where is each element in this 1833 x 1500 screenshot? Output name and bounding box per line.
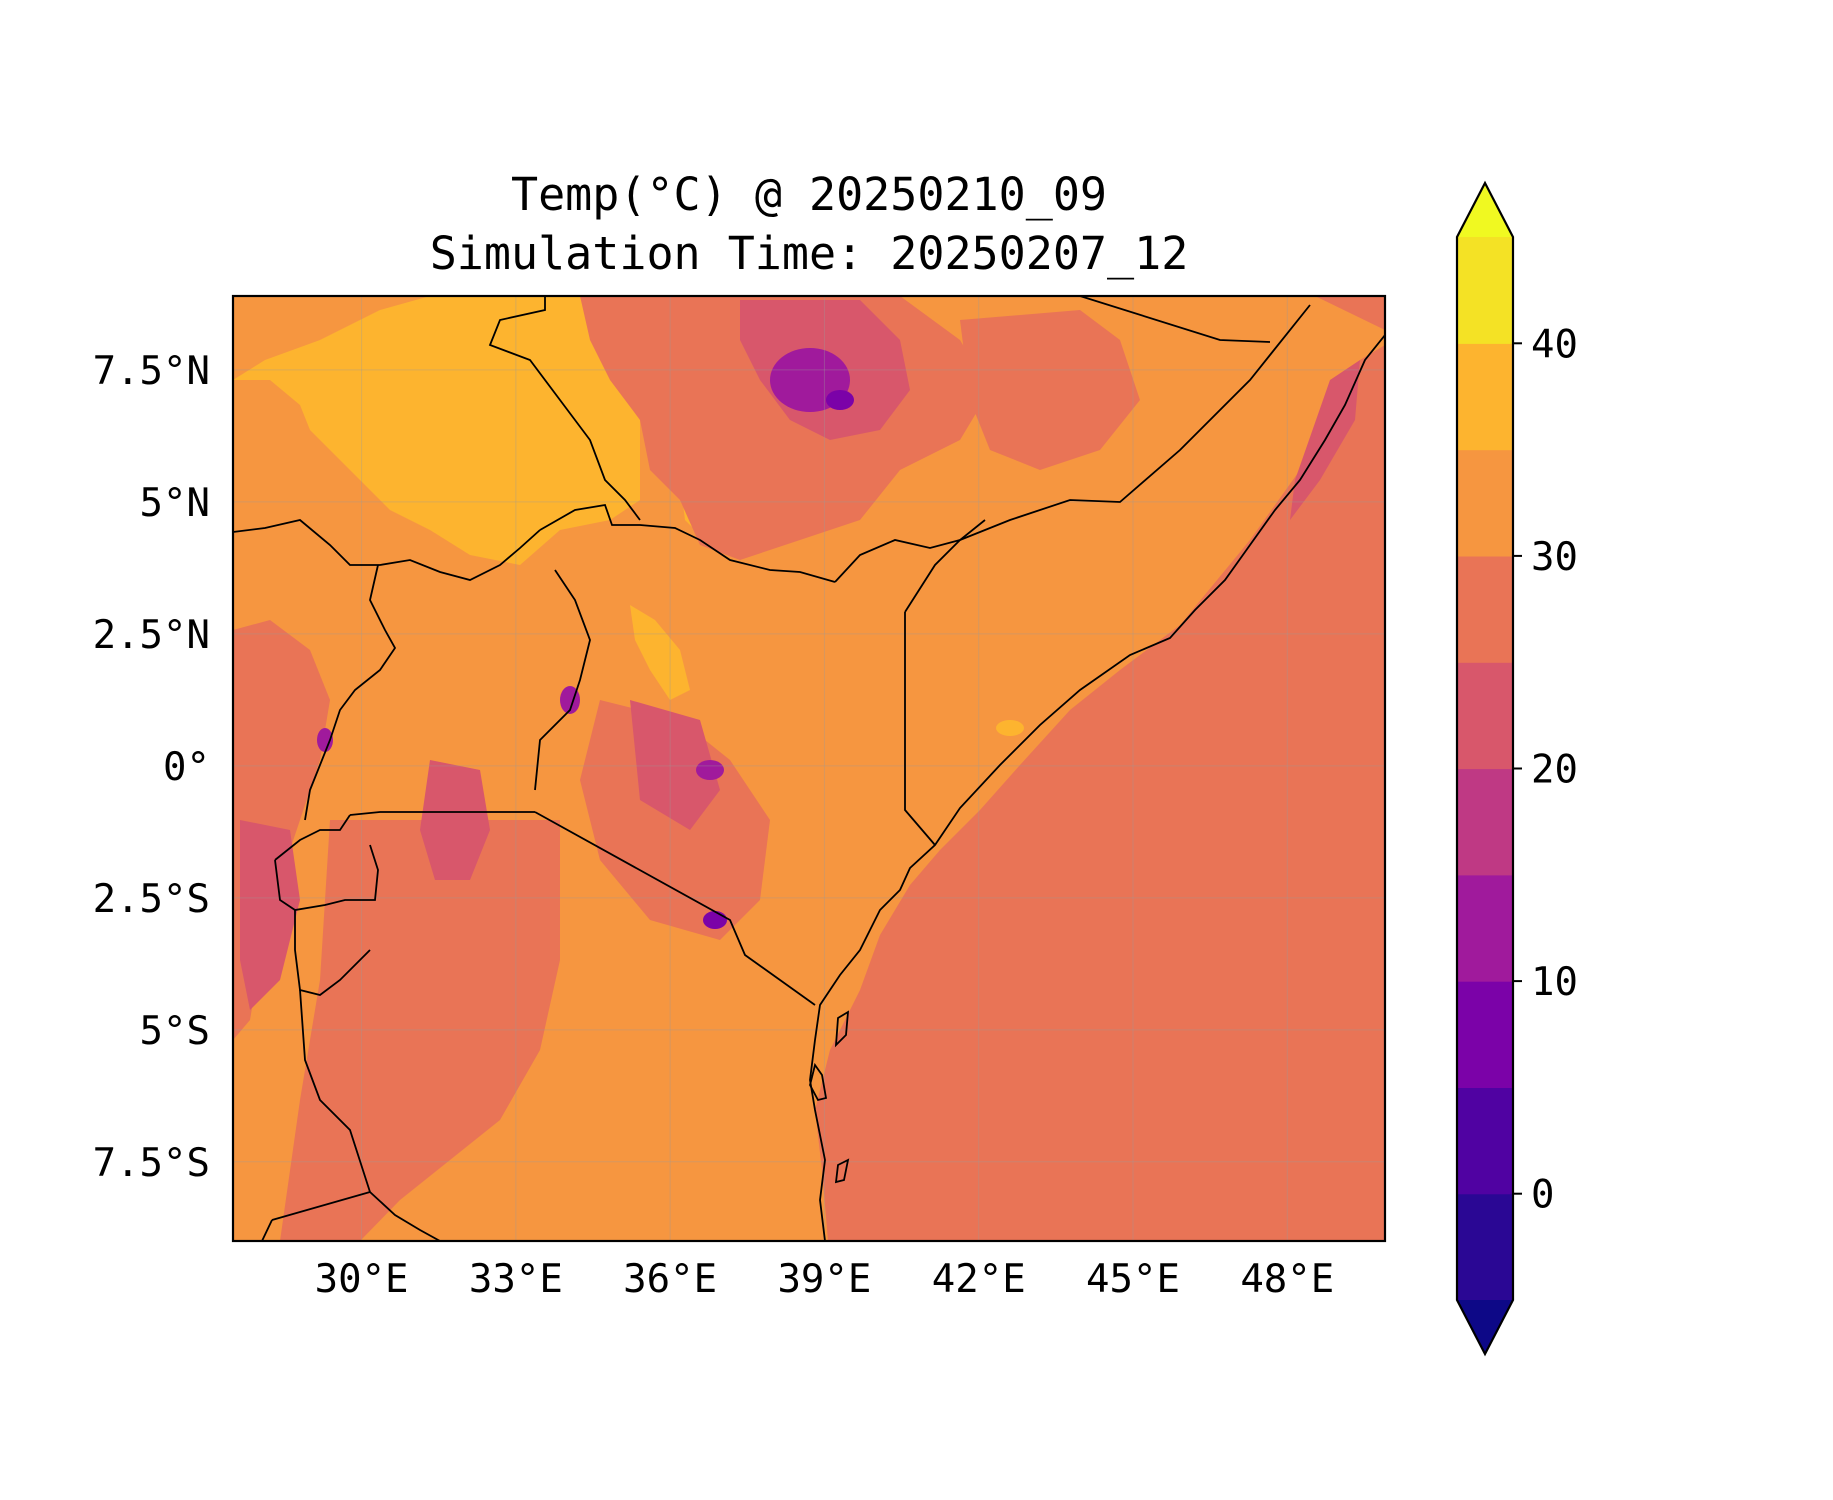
map-frame [231, 294, 1387, 1243]
border-rwanda-burundi [274, 814, 351, 861]
colorbar-tick-label: 20 [1531, 748, 1578, 793]
x-tick-label: 36°E [623, 1257, 717, 1302]
x-tick-label: 39°E [777, 1257, 871, 1302]
border-south-sudan-uganda [233, 519, 541, 581]
colorbar: 0 10 20 30 40 [1455, 180, 1578, 1357]
border-drc-west [261, 1219, 273, 1241]
cold-spot-kilimanjaro [703, 911, 727, 929]
country-borders [233, 296, 1385, 1241]
border-rwanda-burundi-2 [274, 844, 379, 911]
colorbar-segment [1457, 981, 1513, 1088]
colorbar-extend-max [1457, 183, 1513, 237]
colorbar-tick-label: 40 [1531, 322, 1578, 367]
hot-spot-somalia [996, 720, 1024, 736]
cool-field-ogaden [960, 310, 1140, 470]
colorbar-extend-min [1457, 1300, 1513, 1354]
island-mafia [809, 1062, 828, 1102]
colorbar-segment [1457, 555, 1513, 663]
hot-region-north [233, 296, 640, 565]
island-zanzibar [834, 1010, 850, 1048]
border-tanzania-west [299, 989, 441, 1241]
border-kenya-somalia [904, 519, 986, 613]
border-kenya-somalia-2 [904, 612, 936, 846]
colorbar-segment [1457, 449, 1513, 557]
cool-field-tanzania [280, 820, 560, 1241]
border-uganda-kenya [539, 503, 836, 583]
border-burundi-tanzania [294, 910, 371, 996]
colorbar-outline [1455, 180, 1515, 1357]
border-kenya-ethiopia [834, 539, 961, 583]
border-tanzania-zambia [271, 1191, 371, 1221]
y-tick-label: 2.5°S [93, 877, 210, 922]
colorbar-tick-label: 0 [1531, 1173, 1554, 1218]
cold-patch-lake [420, 760, 490, 880]
border-ethiopia-somalia [959, 304, 1311, 541]
x-tick-label: 48°E [1240, 1257, 1334, 1302]
colorbar-segment [1457, 1193, 1513, 1301]
colorbar-segment [1457, 768, 1513, 876]
y-tick-label: 2.5°N [93, 613, 210, 658]
x-axis: 30°E 33°E 36°E 39°E 42°E 45°E 48°E [315, 1257, 1335, 1302]
colorbar-segment [1457, 343, 1513, 451]
colorbar-tick-label: 30 [1531, 535, 1578, 580]
y-tick-label: 7.5°S [93, 1141, 210, 1186]
cold-spot-rwenzori [317, 728, 333, 752]
cold-spot-kenya [696, 760, 724, 780]
map-area [233, 296, 1385, 1241]
gridlines [233, 296, 1385, 1241]
y-tick-label: 5°S [140, 1009, 210, 1054]
y-tick-label: 5°N [140, 481, 210, 526]
coastline-somalia-kenya [809, 334, 1385, 1241]
border-uganda-kenya-2 [534, 569, 591, 791]
border-uganda-tanzania [349, 811, 535, 816]
colorbar-segment [1457, 237, 1513, 344]
x-tick-label: 33°E [469, 1257, 563, 1302]
border-ethiopia-djibouti [1079, 296, 1271, 343]
colorbar-tick-label: 10 [1531, 960, 1578, 1005]
y-axis: 7.5°N 5°N 2.5°N 0° 2.5°S 5°S 7.5°S [93, 349, 210, 1186]
border-drc-uganda [304, 564, 397, 821]
border-kenya-tanzania [534, 811, 816, 1006]
cold-patch-kenya [630, 700, 720, 830]
x-tick-label: 45°E [1086, 1257, 1180, 1302]
x-tick-label: 42°E [932, 1257, 1026, 1302]
colorbar-segment [1457, 662, 1513, 770]
hot-region-rift [630, 605, 690, 700]
y-tick-label: 0° [163, 745, 210, 790]
title-line-2: Simulation Time: 20250207_12 [430, 227, 1189, 280]
y-tick-label: 7.5°N [93, 349, 210, 394]
colorbar-segment [1457, 1087, 1513, 1195]
border-south-sudan-ethiopia [488, 296, 641, 521]
cold-patch-rwanda [240, 820, 300, 1010]
island-pemba [834, 1158, 850, 1184]
title-line-1: Temp(°C) @ 20250210_09 [511, 168, 1107, 221]
cold-spot-ethiopia-2 [826, 390, 854, 410]
colorbar-segment [1457, 874, 1513, 982]
x-tick-label: 30°E [315, 1257, 409, 1302]
